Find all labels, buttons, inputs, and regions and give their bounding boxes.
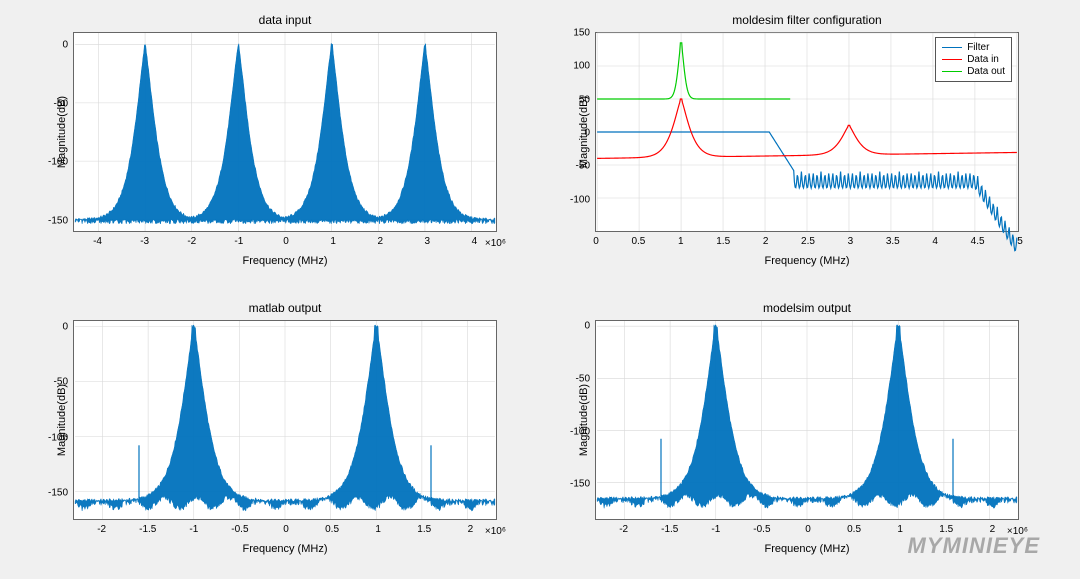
plot-area-bl: [74, 321, 496, 519]
xtick: 0: [593, 236, 599, 247]
xtick: 3: [848, 236, 854, 247]
xtick: 0: [283, 524, 289, 535]
xtick: -1: [711, 524, 720, 535]
legend-item: Filter: [942, 42, 1005, 53]
plot-area-br: [596, 321, 1018, 519]
xtick: 1.5: [716, 236, 730, 247]
xlabel-tr: Frequency (MHz): [596, 255, 1018, 267]
legend-item: Data out: [942, 66, 1005, 77]
legend-label: Data out: [967, 66, 1005, 77]
ytick: -100: [570, 426, 590, 437]
ytick: -50: [54, 98, 68, 109]
ytick: -150: [48, 488, 68, 499]
xtick: 5: [1017, 236, 1023, 247]
legend-label: Filter: [967, 42, 989, 53]
xtick: 2: [377, 236, 383, 247]
xtick: -2: [619, 524, 628, 535]
xlabel-tl: Frequency (MHz): [74, 255, 496, 267]
title-modelsim-output: modelsim output: [596, 301, 1018, 315]
xtick: 0.5: [325, 524, 339, 535]
xtick: -4: [93, 236, 102, 247]
ytick: 0: [584, 321, 590, 332]
subplot-matlab-output: matlab output Magnitude(dB) Frequency (M…: [73, 320, 497, 520]
title-filter-config: moldesim filter configuration: [596, 13, 1018, 27]
xtick: 3: [425, 236, 431, 247]
xtick: -0.5: [753, 524, 770, 535]
legend-swatch: [942, 47, 962, 48]
xtick: 1: [897, 524, 903, 535]
xtick: 1: [375, 524, 381, 535]
ytick: -100: [48, 432, 68, 443]
xlabel-bl: Frequency (MHz): [74, 543, 496, 555]
ytick: -50: [576, 161, 590, 172]
ytick: -50: [576, 373, 590, 384]
xtick: -0.5: [231, 524, 248, 535]
subplot-filter-config: moldesim filter configuration Magnitude(…: [595, 32, 1019, 232]
xexp-bl: ×10⁶: [485, 526, 506, 537]
xtick: 0: [283, 236, 289, 247]
xtick: 2: [763, 236, 769, 247]
legend-label: Data in: [967, 54, 999, 65]
xtick: 2: [468, 524, 474, 535]
ytick: 100: [573, 61, 590, 72]
xtick: -2: [187, 236, 196, 247]
ytick: -100: [48, 157, 68, 168]
xtick: -1: [234, 236, 243, 247]
xtick: 0: [805, 524, 811, 535]
xtick: -2: [97, 524, 106, 535]
ylabel-br: Magnitude(dB): [578, 384, 590, 456]
legend-swatch: [942, 71, 962, 72]
xexp-br: ×10⁶: [1007, 526, 1028, 537]
ytick: 50: [579, 94, 590, 105]
ytick: 150: [573, 28, 590, 39]
subplot-data-input: data input Magnitude(dB) Frequency (MHz)…: [73, 32, 497, 232]
xtick: 4: [932, 236, 938, 247]
xtick: -3: [140, 236, 149, 247]
xtick: -1: [189, 524, 198, 535]
xtick: 1: [678, 236, 684, 247]
title-matlab-output: matlab output: [74, 301, 496, 315]
ytick: 0: [584, 128, 590, 139]
ytick: -150: [570, 479, 590, 490]
xexp-tl: ×10⁶: [485, 238, 506, 249]
legend-item: Data in: [942, 54, 1005, 65]
subplot-modelsim-output: modelsim output Magnitude(dB) Frequency …: [595, 320, 1019, 520]
xtick: 1.5: [939, 524, 953, 535]
ytick: 0: [62, 321, 68, 332]
xtick: 1.5: [417, 524, 431, 535]
figure: data input Magnitude(dB) Frequency (MHz)…: [0, 0, 1080, 579]
title-data-input: data input: [74, 13, 496, 27]
xtick: -1.5: [139, 524, 156, 535]
xtick: 4.5: [971, 236, 985, 247]
ytick: -150: [48, 216, 68, 227]
xtick: 2: [990, 524, 996, 535]
xtick: 3.5: [886, 236, 900, 247]
legend: FilterData inData out: [935, 37, 1012, 82]
ytick: -50: [54, 377, 68, 388]
xtick: 2.5: [801, 236, 815, 247]
plot-area-tl: [74, 33, 496, 231]
ytick: 0: [62, 39, 68, 50]
xtick: -1.5: [661, 524, 678, 535]
xtick: 0.5: [631, 236, 645, 247]
xtick: 0.5: [847, 524, 861, 535]
ylabel-bl: Magnitude(dB): [56, 384, 68, 456]
xlabel-br: Frequency (MHz): [596, 543, 1018, 555]
legend-swatch: [942, 59, 962, 60]
xtick: 4: [472, 236, 478, 247]
ytick: -100: [570, 194, 590, 205]
xtick: 1: [330, 236, 336, 247]
